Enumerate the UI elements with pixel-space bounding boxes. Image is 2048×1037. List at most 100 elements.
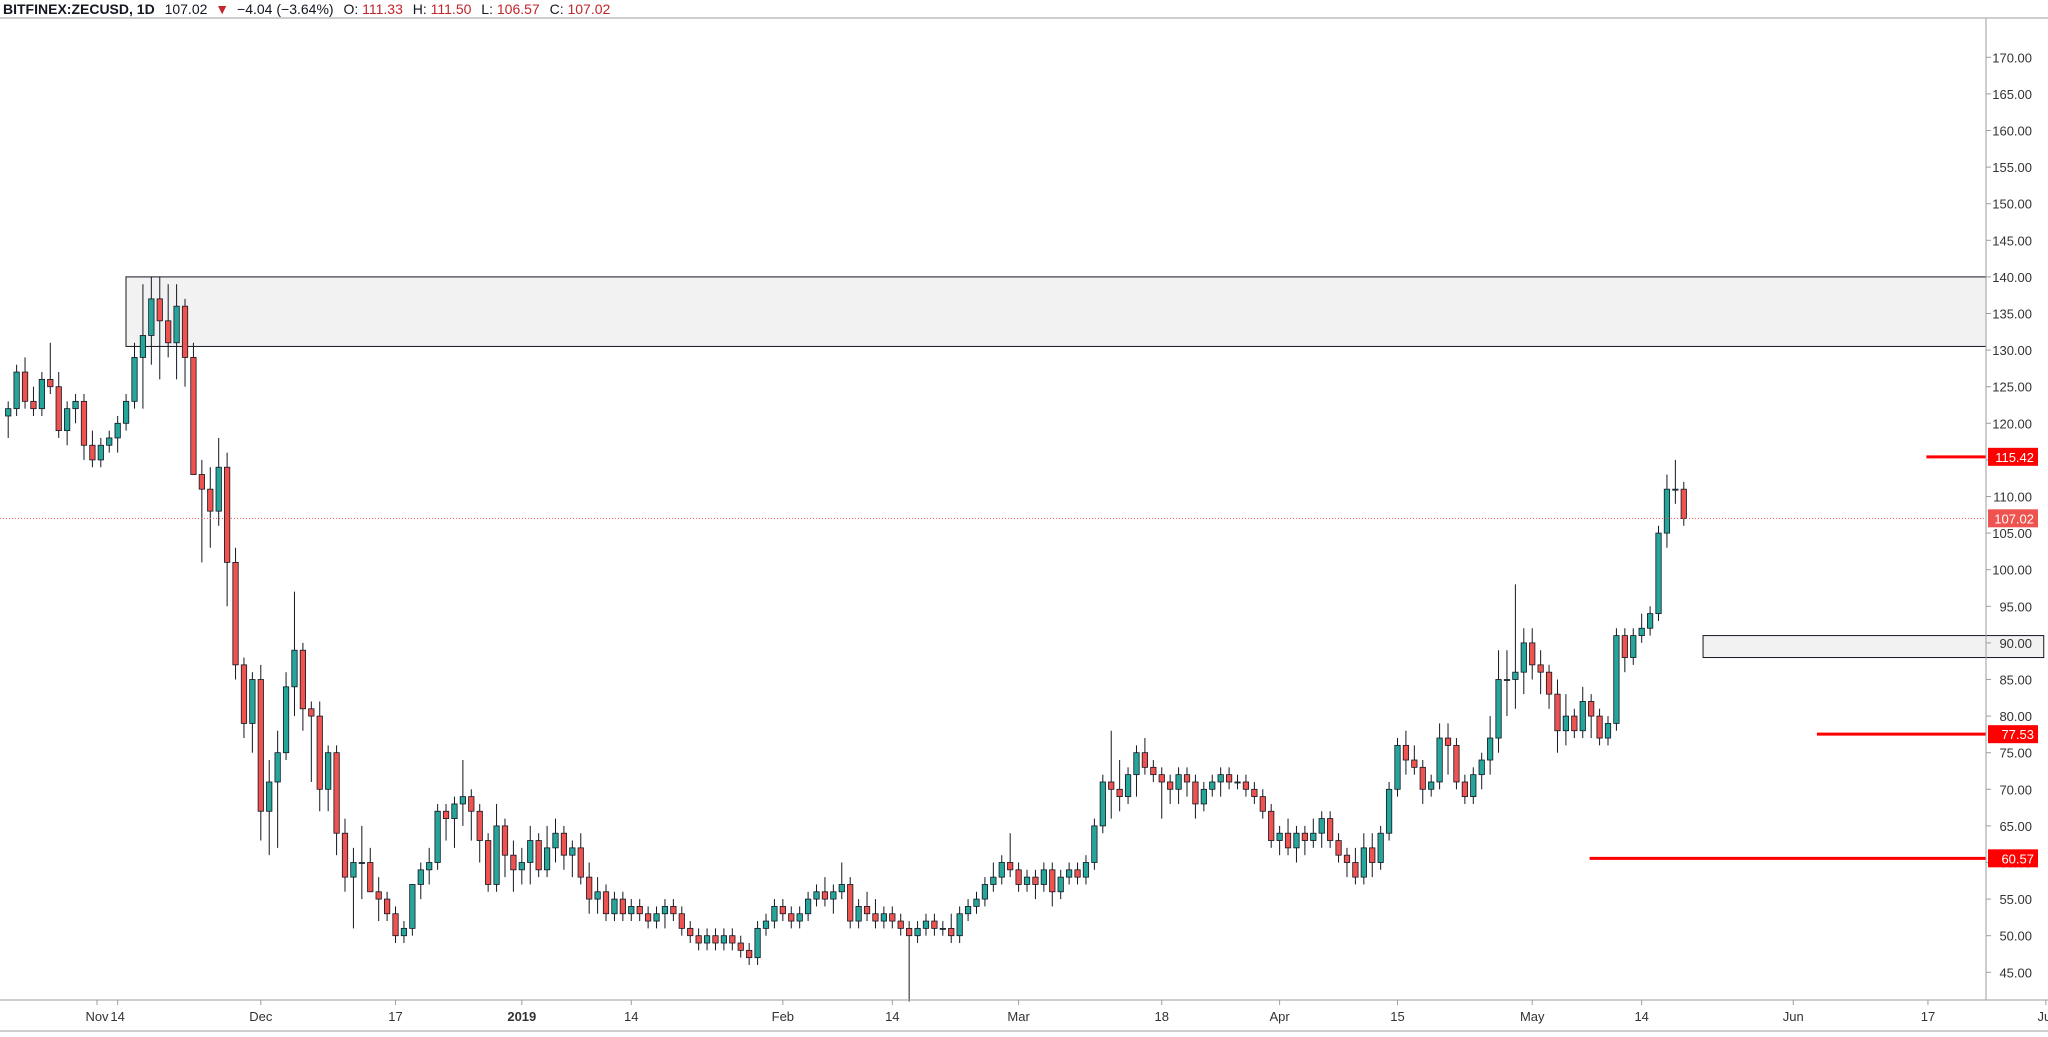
candle-body	[712, 935, 719, 944]
candle	[1579, 686, 1586, 739]
current-price-tag	[1988, 509, 2038, 528]
candle	[1562, 694, 1569, 746]
candle-body	[1242, 781, 1250, 790]
candle	[1604, 716, 1612, 746]
candle-body	[1436, 737, 1443, 783]
candle-body	[1057, 876, 1064, 893]
candle-body	[148, 298, 155, 336]
open-label: O:	[343, 1, 358, 17]
candle	[1175, 767, 1182, 804]
y-tick-label: 45.00	[1999, 965, 2032, 980]
candle	[1436, 723, 1443, 790]
candle	[173, 284, 180, 380]
candle-body	[1495, 679, 1502, 739]
candle	[1495, 650, 1502, 753]
candle-body	[114, 422, 121, 439]
candle	[207, 467, 214, 548]
candle	[771, 899, 778, 929]
candle-body	[1352, 862, 1359, 878]
candle	[1647, 606, 1654, 636]
candle-body	[1647, 613, 1654, 629]
candle-body	[417, 869, 424, 885]
candle	[434, 803, 441, 870]
candle	[1343, 847, 1351, 878]
time-axis[interactable]: Nov 14 Dec 17 2019 14 Feb 14 Mar 18 Apr 15 May 14 Jun 1…	[85, 1000, 2048, 1024]
candle-body	[156, 298, 163, 322]
x-tick-label: Nov	[85, 1009, 109, 1024]
level-tag-60.57-text: 60.57	[2001, 851, 2034, 866]
candle-body	[813, 891, 820, 900]
candle	[1082, 855, 1090, 885]
candle	[1049, 862, 1056, 907]
candle-body	[796, 913, 803, 922]
x-tick-label: 14	[885, 1009, 899, 1024]
candle	[1318, 811, 1325, 848]
candle-body	[1520, 642, 1527, 673]
candle-body	[543, 847, 551, 871]
y-tick-label: 65.00	[1999, 819, 2032, 834]
candle	[493, 803, 500, 892]
candle-body	[931, 920, 938, 929]
candle-body	[249, 679, 256, 724]
candle-body	[1461, 781, 1468, 798]
candle-body	[872, 913, 879, 922]
x-tick-label: 17	[1921, 1009, 1935, 1024]
candle	[1411, 745, 1418, 775]
candle	[181, 298, 189, 387]
candle-body	[1226, 774, 1233, 783]
change-arrow-icon: ▼	[215, 1, 229, 17]
candle-body	[973, 898, 980, 907]
candle	[1141, 738, 1148, 775]
candle	[476, 803, 483, 863]
candle	[855, 899, 862, 929]
candle-body	[1158, 774, 1165, 783]
candle-body	[1040, 869, 1047, 885]
candle	[880, 906, 887, 929]
candle-body	[754, 927, 761, 959]
candle	[872, 899, 879, 929]
candle	[1150, 760, 1157, 782]
candle	[1461, 774, 1468, 804]
candle	[1183, 767, 1191, 797]
candle	[510, 840, 517, 892]
candle-body	[779, 906, 786, 915]
candle	[619, 891, 626, 922]
candle	[914, 921, 921, 944]
candle	[1284, 818, 1292, 856]
candle-body	[358, 862, 365, 864]
candle-body	[737, 942, 744, 951]
candle-body	[1183, 774, 1191, 783]
candle-body	[1301, 832, 1308, 841]
candle-body	[1663, 488, 1671, 534]
candle	[21, 357, 29, 409]
candle	[586, 862, 593, 914]
candle-body	[1419, 766, 1426, 790]
supply-zone-2	[1702, 635, 2045, 659]
candle	[1537, 650, 1544, 695]
candle	[122, 394, 130, 431]
candle	[1192, 774, 1199, 819]
candle	[535, 833, 542, 878]
candle	[249, 672, 256, 753]
candle	[38, 372, 45, 416]
candle-body	[855, 906, 862, 922]
x-tick-label: 18	[1155, 1009, 1169, 1024]
candle	[1369, 833, 1376, 878]
candle	[1007, 833, 1014, 878]
candle-body	[1099, 781, 1106, 827]
price-tags-layer: 115.42 77.53 60.57 107.02	[1988, 447, 2038, 868]
candle-body	[207, 488, 214, 512]
candle-body	[1167, 781, 1174, 790]
candle-body	[653, 913, 660, 922]
candle-body	[805, 898, 812, 915]
candle	[358, 825, 365, 900]
high-value: 111.50	[431, 1, 472, 17]
candle-body	[1318, 818, 1325, 834]
x-tick-label: Mar	[1007, 1009, 1030, 1024]
y-tick-label: 130.00	[1992, 343, 2032, 358]
candle-body	[1394, 744, 1401, 790]
candle-body	[1276, 832, 1283, 841]
candle-body	[1217, 774, 1224, 783]
candle	[1234, 774, 1241, 790]
